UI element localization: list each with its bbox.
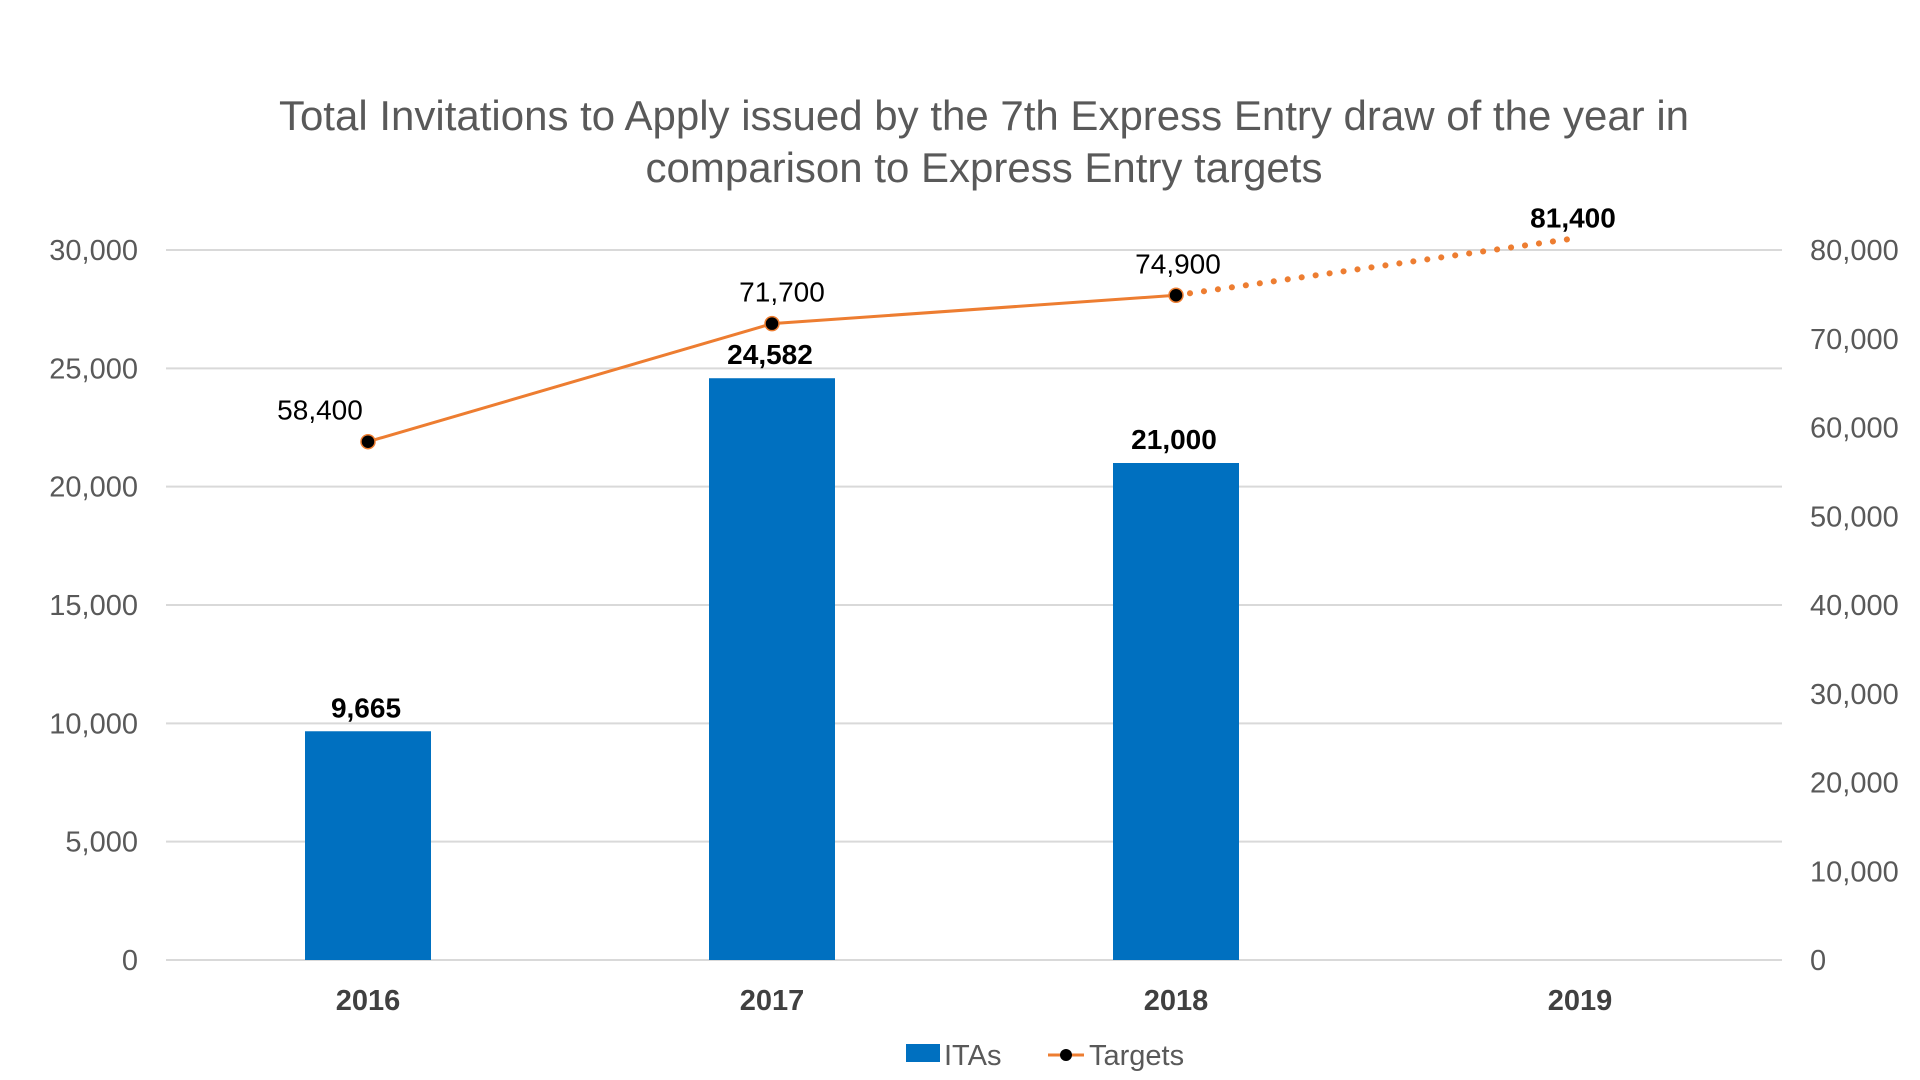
left-axis-tick-label: 5,000 xyxy=(65,827,138,859)
left-axis-tick-label: 0 xyxy=(122,945,138,977)
left-axis-tick-label: 30,000 xyxy=(49,235,138,267)
targets-data-label: 74,900 xyxy=(1135,248,1221,279)
legend-swatch-targets-marker xyxy=(1060,1049,1072,1061)
right-axis-tick-label: 80,000 xyxy=(1810,235,1899,267)
category-label: 2019 xyxy=(1548,985,1613,1017)
left-axis-tick-label: 25,000 xyxy=(49,353,138,385)
right-axis-tick-label: 50,000 xyxy=(1810,501,1899,533)
bar-itas-2017 xyxy=(709,378,835,960)
category-label: 2017 xyxy=(740,985,805,1017)
left-axis-tick-label: 20,000 xyxy=(49,472,138,504)
targets-marker xyxy=(764,315,780,332)
left-axis-tick-label: 15,000 xyxy=(49,590,138,622)
legend-swatch-itas xyxy=(906,1044,940,1062)
right-axis-tick-label: 10,000 xyxy=(1810,856,1899,888)
category-label: 2018 xyxy=(1144,985,1209,1017)
right-axis-tick-label: 70,000 xyxy=(1810,324,1899,356)
legend-label-targets: Targets xyxy=(1089,1040,1184,1072)
legend: ITAs Targets xyxy=(906,1040,1184,1072)
bar-itas-2016 xyxy=(305,731,431,960)
right-axis-tick-label: 0 xyxy=(1810,945,1826,977)
right-axis-tick-label: 30,000 xyxy=(1810,679,1899,711)
chart-title-line-1: Total Invitations to Apply issued by the… xyxy=(279,92,1689,139)
targets-data-label: 58,400 xyxy=(277,395,363,426)
right-axis-tick-label: 20,000 xyxy=(1810,768,1899,800)
bar-data-label: 21,000 xyxy=(1131,424,1217,455)
chart-title-line-2: comparison to Express Entry targets xyxy=(646,144,1323,191)
targets-data-label: 81,400 xyxy=(1530,203,1616,234)
category-label: 2016 xyxy=(336,985,401,1017)
right-axis-tick-label: 40,000 xyxy=(1810,590,1899,622)
targets-marker xyxy=(1168,287,1184,304)
left-axis-tick-label: 10,000 xyxy=(49,708,138,740)
right-axis-tick-label: 60,000 xyxy=(1810,413,1899,445)
bar-data-label: 9,665 xyxy=(331,692,401,723)
targets-data-label: 71,700 xyxy=(739,277,825,308)
bar-itas-2018 xyxy=(1113,463,1239,960)
targets-line-dotted xyxy=(1173,234,1583,299)
targets-marker xyxy=(360,433,376,450)
legend-label-itas: ITAs xyxy=(944,1040,1001,1072)
bar-data-label: 24,582 xyxy=(727,339,813,370)
